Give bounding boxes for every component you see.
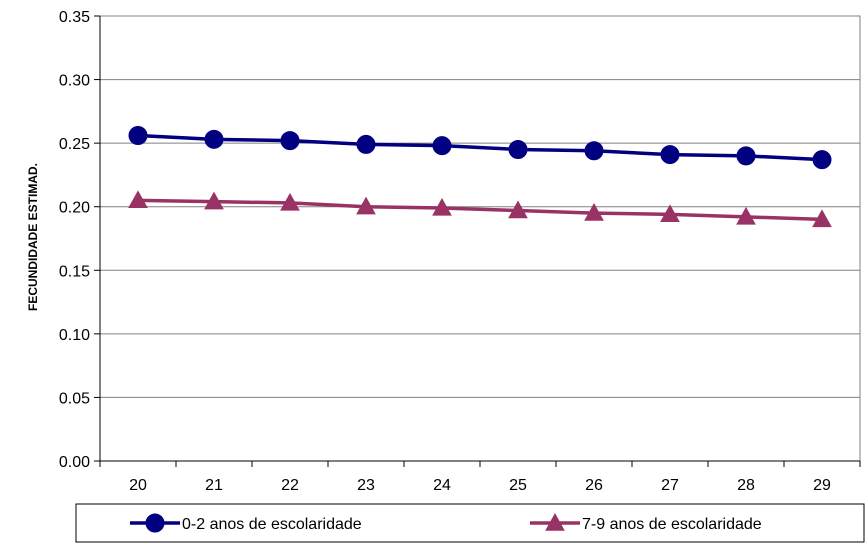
y-tick-label: 0.25	[59, 136, 90, 153]
y-axis-title: FECUNDIDADE ESTIMAD.	[26, 163, 40, 311]
x-tick-label: 28	[737, 477, 755, 494]
data-point-1	[508, 140, 528, 159]
data-point-2	[204, 191, 224, 210]
data-point-2	[812, 209, 832, 228]
plot-area	[99, 15, 861, 462]
axes: 0.00 0.05 0.10 0.15 0.20 0.25 0.30 0.35 20 21 22 23…	[59, 9, 861, 494]
legend-swatch-marker-2	[545, 512, 565, 531]
x-tick-label: 23	[357, 477, 375, 494]
data-point-1	[584, 141, 604, 161]
x-tick-label: 22	[281, 477, 299, 494]
x-tick-label: 26	[585, 477, 603, 494]
data-point-2	[736, 206, 756, 225]
data-point-1	[204, 129, 224, 149]
y-tick-label: 0.35	[59, 9, 90, 26]
data-point-1	[280, 131, 300, 151]
x-tick-label: 21	[205, 477, 223, 494]
series-layer	[128, 126, 832, 228]
y-tick-label: 0.10	[59, 327, 90, 344]
legend-label-1: 0-2 anos de escolaridade	[182, 516, 362, 533]
y-tick-label: 0.15	[59, 263, 90, 280]
y-tick-label: 0.05	[59, 390, 90, 407]
x-tick-label: 27	[661, 477, 679, 494]
x-tick-label: 20	[129, 477, 147, 494]
data-point-1	[128, 126, 148, 146]
data-point-1	[432, 136, 452, 156]
data-point-2	[128, 190, 148, 209]
data-point-1	[356, 134, 376, 154]
y-tick-label: 0.30	[59, 73, 90, 90]
y-tick-label: 0.20	[59, 200, 90, 217]
data-point-2	[584, 203, 604, 221]
data-point-2	[280, 192, 300, 211]
data-point-2	[356, 196, 376, 215]
data-point-1	[736, 146, 756, 166]
series-line-1	[137, 133, 823, 162]
y-tick-label: 0.00	[59, 454, 90, 471]
legend-box	[75, 503, 865, 543]
data-point-2	[508, 200, 528, 219]
legend-swatch-marker-1	[145, 513, 165, 533]
series-line-2	[137, 198, 823, 222]
data-point-1	[660, 145, 680, 165]
x-tick-label: 29	[813, 477, 831, 494]
x-tick-label: 25	[509, 477, 527, 494]
data-point-2	[432, 197, 452, 216]
x-tick-label: 24	[433, 477, 451, 494]
data-point-2	[660, 204, 680, 223]
data-point-1	[812, 150, 832, 170]
legend-label-2: 7-9 anos de escolaridade	[582, 516, 762, 533]
legend: 0-2 anos de escolaridade 7-9 anos de esco…	[75, 503, 865, 543]
